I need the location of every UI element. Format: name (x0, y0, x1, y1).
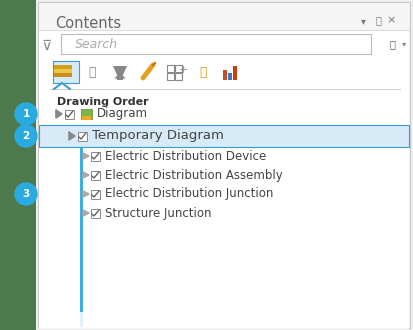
Polygon shape (56, 110, 62, 118)
Bar (54, 65, 72, 69)
Text: 🏷: 🏷 (199, 67, 207, 80)
Bar (175, 65, 182, 72)
Bar (78, 132, 87, 141)
Bar (39, 312, 409, 329)
Polygon shape (83, 153, 89, 159)
Bar (39, 3, 409, 327)
Text: ⌖: ⌖ (375, 15, 381, 25)
Text: Contents: Contents (55, 16, 121, 31)
Bar (233, 66, 237, 80)
Text: 3: 3 (22, 189, 30, 199)
Text: 1: 1 (22, 109, 30, 119)
Bar (61, 34, 371, 54)
Text: 2: 2 (22, 131, 30, 141)
Text: ▾: ▾ (402, 40, 406, 49)
Text: Drawing Order: Drawing Order (57, 97, 149, 107)
Circle shape (15, 103, 37, 125)
Text: +: + (178, 65, 188, 75)
Polygon shape (83, 191, 89, 197)
Circle shape (15, 183, 37, 205)
Text: Structure Junction: Structure Junction (105, 207, 211, 219)
Bar (81, 109, 92, 119)
Polygon shape (83, 172, 89, 178)
Bar (39, 125, 409, 147)
Bar (91, 152, 100, 161)
Polygon shape (69, 132, 75, 140)
Bar (91, 209, 100, 218)
Bar (39, 3, 409, 31)
Bar (65, 110, 74, 119)
Bar (223, 70, 227, 80)
Bar (0, 0, 36, 330)
Text: ⊽: ⊽ (42, 39, 52, 53)
Text: Temporary Diagram: Temporary Diagram (92, 129, 224, 143)
Bar (82, 116, 91, 120)
Polygon shape (83, 210, 89, 216)
Text: Electric Distribution Junction: Electric Distribution Junction (105, 187, 273, 201)
Text: Search: Search (75, 38, 118, 50)
Bar (167, 65, 174, 72)
Text: ×: × (386, 15, 396, 25)
Bar (54, 69, 72, 73)
Polygon shape (113, 66, 127, 80)
Bar (54, 73, 72, 77)
Bar (175, 73, 182, 80)
Bar (53, 61, 79, 83)
Text: 🗄: 🗄 (88, 67, 96, 80)
Bar (91, 190, 100, 199)
Text: Electric Distribution Assembly: Electric Distribution Assembly (105, 169, 283, 182)
Text: 🔍: 🔍 (389, 39, 395, 49)
Bar (91, 171, 100, 180)
Circle shape (15, 125, 37, 147)
Text: Electric Distribution Device: Electric Distribution Device (105, 149, 266, 162)
Bar (228, 73, 232, 80)
Text: Diagram: Diagram (97, 108, 148, 120)
Text: ▾: ▾ (361, 16, 366, 26)
Bar (167, 73, 174, 80)
